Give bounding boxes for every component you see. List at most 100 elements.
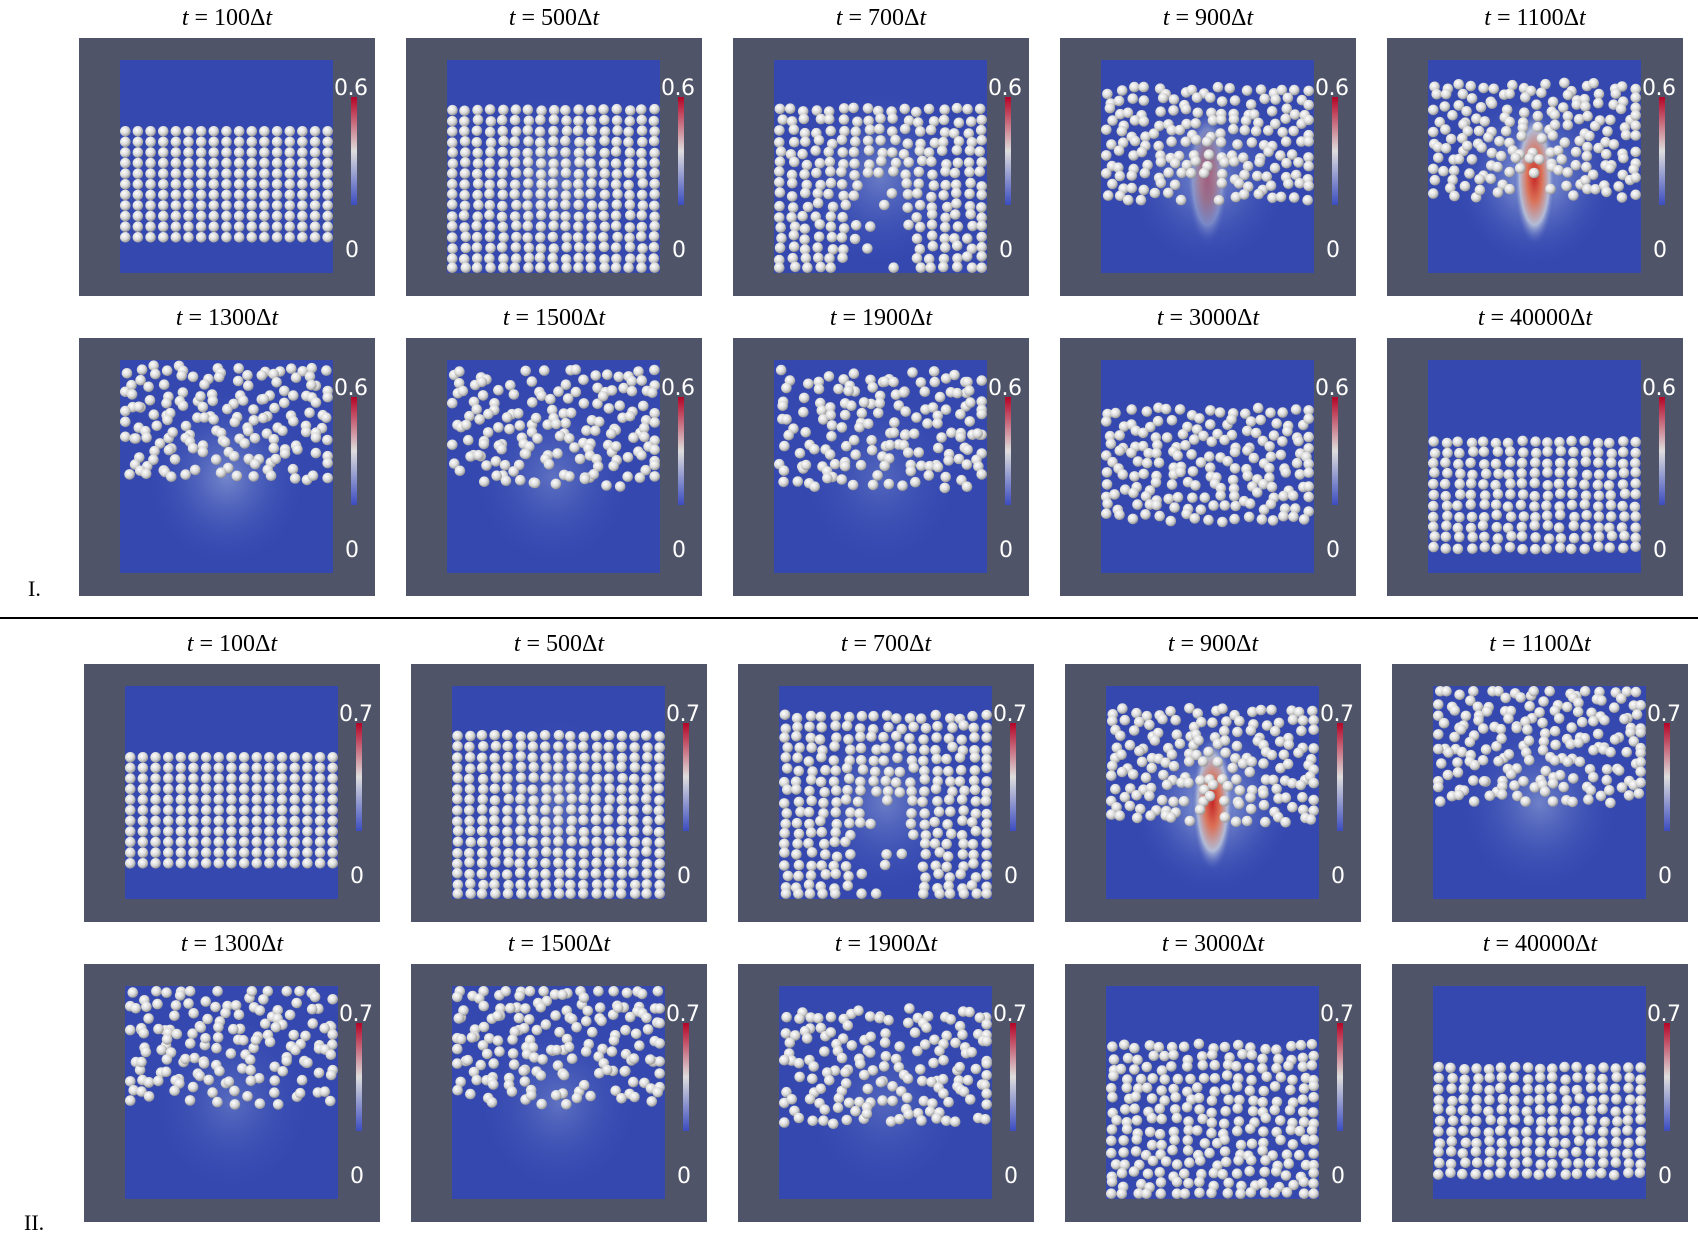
particle	[290, 372, 302, 383]
particle	[264, 815, 275, 827]
particle	[150, 805, 161, 816]
particle	[933, 806, 945, 818]
particle	[1613, 181, 1624, 192]
particle	[1258, 1137, 1269, 1149]
particle	[1630, 478, 1641, 489]
particle	[585, 211, 597, 222]
particle	[297, 168, 308, 179]
particle	[580, 1046, 592, 1057]
particle	[1630, 511, 1641, 522]
particle	[927, 169, 938, 181]
particle	[213, 815, 225, 827]
particle	[1303, 405, 1314, 416]
particle	[132, 168, 144, 179]
particle	[613, 371, 625, 383]
particle	[816, 826, 828, 838]
particle	[775, 146, 787, 157]
particle	[271, 168, 283, 179]
colorbar	[1659, 397, 1665, 505]
particle	[464, 857, 475, 868]
particle	[1565, 738, 1576, 750]
particle	[1156, 1113, 1168, 1125]
particle	[302, 815, 313, 827]
particle	[1248, 452, 1260, 464]
particle	[864, 1011, 876, 1022]
particle	[459, 200, 471, 212]
particle	[578, 374, 589, 386]
particle	[484, 126, 496, 138]
particle	[313, 1067, 325, 1079]
particle	[981, 861, 992, 872]
particle	[974, 1012, 986, 1023]
particle	[1156, 1139, 1167, 1151]
particle	[322, 157, 333, 169]
particle	[474, 414, 485, 425]
particle	[837, 147, 849, 158]
particle	[649, 459, 660, 471]
particle	[1118, 1147, 1129, 1158]
particle	[1129, 135, 1141, 147]
particle	[1258, 1085, 1270, 1097]
particle	[477, 1040, 489, 1051]
particle	[819, 838, 830, 850]
particle	[271, 157, 283, 169]
particle	[1589, 120, 1601, 132]
particle	[1235, 1188, 1246, 1199]
particle	[1611, 1094, 1622, 1105]
particle	[460, 242, 472, 254]
particle	[965, 116, 977, 127]
particle	[553, 815, 564, 826]
particle	[161, 1054, 173, 1065]
particle	[918, 755, 929, 767]
particles	[120, 360, 333, 486]
snapshot-time-label: t = 3000Δt	[1156, 305, 1260, 331]
particle	[1622, 1148, 1633, 1160]
particle	[585, 158, 596, 169]
particle	[1495, 150, 1507, 162]
particle	[1562, 111, 1574, 122]
particle	[862, 1083, 874, 1095]
particle	[1460, 1157, 1471, 1169]
particle	[804, 785, 815, 797]
particle	[550, 478, 562, 490]
particle	[150, 752, 161, 763]
particle	[1119, 791, 1131, 803]
particle	[1183, 1116, 1194, 1127]
particle	[460, 231, 472, 243]
particle	[1205, 405, 1216, 416]
particle	[1606, 448, 1618, 460]
particle	[1522, 1136, 1533, 1148]
particle	[314, 826, 326, 837]
colorbar-max-label: 0.7	[993, 1002, 1027, 1027]
particle	[974, 166, 986, 177]
particle	[793, 796, 805, 808]
particle	[1231, 1061, 1242, 1072]
particle	[516, 888, 527, 899]
particle	[490, 772, 502, 784]
particle	[1428, 126, 1439, 138]
particle	[1616, 522, 1628, 533]
particle	[1471, 1157, 1483, 1168]
time-value: = 1500	[514, 931, 589, 957]
particle	[1126, 182, 1138, 194]
particle	[848, 434, 860, 446]
particle	[515, 751, 527, 762]
particle	[883, 766, 895, 778]
particle	[1549, 109, 1561, 121]
particle	[586, 200, 598, 211]
particle	[893, 1062, 905, 1073]
particle	[961, 251, 973, 262]
particle	[1566, 722, 1577, 733]
particle	[1609, 702, 1620, 713]
particle	[1108, 1054, 1120, 1065]
particle	[1129, 1042, 1140, 1054]
particle	[1118, 1135, 1129, 1146]
particle	[1568, 446, 1579, 458]
particle	[938, 1055, 949, 1066]
particle	[1197, 756, 1209, 767]
particle	[1203, 746, 1214, 758]
particle	[856, 868, 868, 880]
particle	[302, 762, 313, 774]
particle	[1158, 769, 1169, 781]
particle	[1493, 468, 1504, 480]
